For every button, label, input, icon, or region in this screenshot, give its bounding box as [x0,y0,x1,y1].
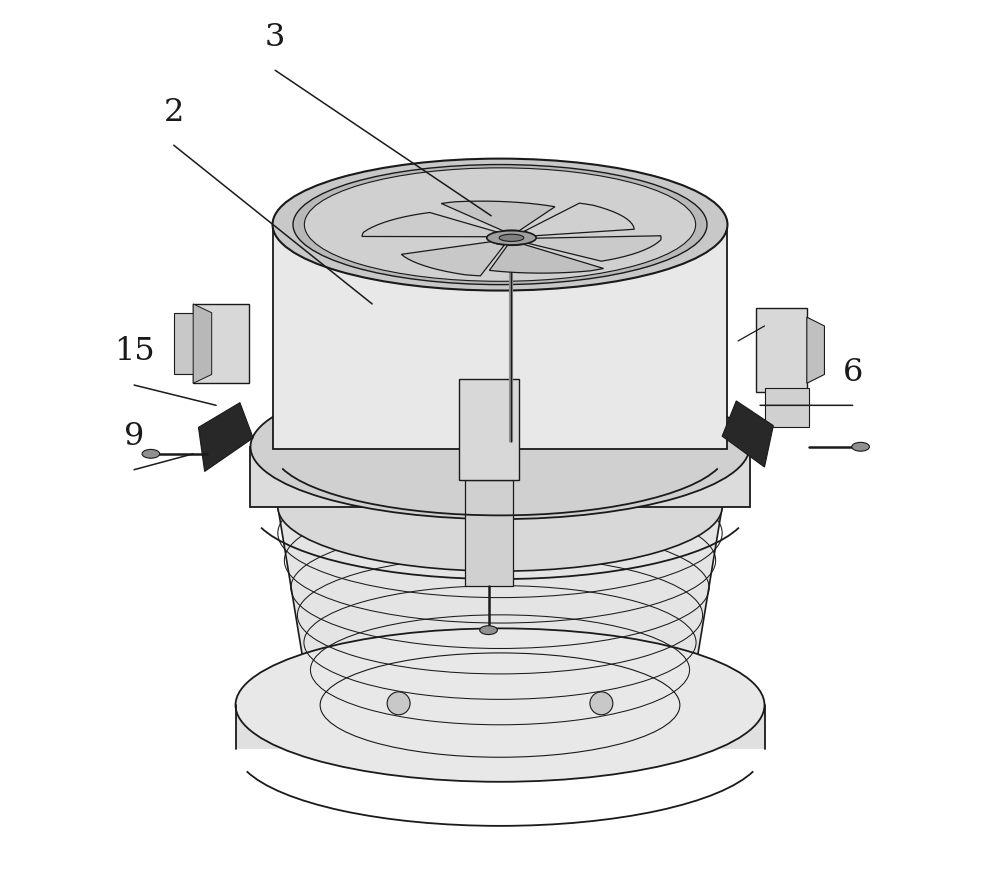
Ellipse shape [852,442,869,451]
Polygon shape [250,447,750,506]
Circle shape [387,692,410,715]
Polygon shape [193,303,212,384]
Polygon shape [278,506,722,705]
Polygon shape [362,213,497,237]
Polygon shape [441,201,555,231]
Ellipse shape [487,231,536,245]
Polygon shape [524,203,634,236]
Ellipse shape [304,168,696,281]
Ellipse shape [480,626,497,635]
Polygon shape [528,236,661,261]
Text: 6: 6 [842,357,863,388]
Ellipse shape [293,165,707,285]
Polygon shape [198,402,253,472]
Text: 15: 15 [114,336,154,368]
Ellipse shape [278,442,722,571]
Polygon shape [465,481,513,587]
Polygon shape [722,400,773,467]
Ellipse shape [273,158,727,290]
Ellipse shape [499,234,524,241]
Polygon shape [174,312,196,375]
Ellipse shape [142,449,160,458]
Polygon shape [193,303,249,384]
Ellipse shape [236,628,765,781]
Text: 9: 9 [124,421,144,452]
Polygon shape [236,705,765,749]
Polygon shape [765,388,809,427]
Circle shape [590,692,613,715]
Text: 2: 2 [164,97,184,127]
Text: 3: 3 [265,21,285,53]
Polygon shape [401,242,504,276]
Polygon shape [489,245,604,273]
Polygon shape [459,379,519,481]
Polygon shape [273,224,727,449]
Polygon shape [756,308,807,392]
Polygon shape [807,317,824,384]
Ellipse shape [250,375,750,519]
